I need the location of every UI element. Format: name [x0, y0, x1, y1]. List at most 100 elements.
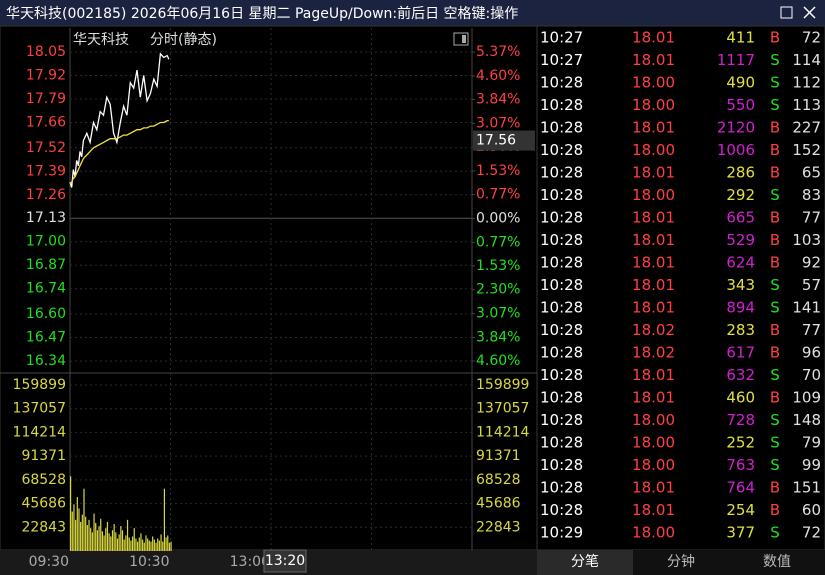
- volume-bar: [73, 504, 75, 551]
- volume-tick-label-right: 68528: [476, 472, 521, 488]
- trade-volume: 377: [726, 524, 755, 542]
- volume-bar: [105, 528, 107, 551]
- volume-bar: [75, 519, 77, 551]
- volume-bar: [140, 533, 142, 551]
- y-tick-label: 16.34: [26, 353, 66, 369]
- trade-count: 72: [802, 29, 821, 47]
- close-button[interactable]: [803, 6, 816, 19]
- volume-bar: [113, 524, 115, 551]
- trade-count: 72: [802, 524, 821, 542]
- trade-time: 10:28: [540, 434, 583, 452]
- trade-price: 18.02: [632, 321, 675, 339]
- volume-bar: [118, 534, 120, 551]
- volume-bar: [120, 526, 122, 551]
- trade-side: S: [770, 299, 780, 317]
- trade-side: S: [770, 276, 780, 294]
- tab-label[interactable]: 分钟: [667, 553, 695, 570]
- y2-tick-label: 1.53%: [476, 163, 520, 179]
- trade-volume: 286: [726, 164, 755, 182]
- trade-row: 10:28 18.01 894 S 141: [540, 299, 821, 317]
- volume-bar: [95, 522, 97, 551]
- trade-row: 10:28 18.01 529 B 103: [540, 231, 821, 249]
- trade-time: 10:28: [540, 299, 583, 317]
- x-tick-label: 09:30: [29, 554, 69, 570]
- title-bar: [0, 0, 825, 26]
- trade-count: 151: [792, 479, 821, 497]
- trade-volume: 460: [726, 389, 755, 407]
- trade-time: 10:28: [540, 209, 583, 227]
- y2-tick-label: 1.53%: [476, 258, 520, 274]
- cursor-label: 13:20: [265, 553, 305, 569]
- volume-bar: [133, 528, 135, 551]
- trade-row: 10:28 18.00 550 S 113: [540, 96, 821, 114]
- trade-row: 10:28 18.01 624 B 92: [540, 254, 821, 272]
- trade-price: 18.01: [632, 209, 675, 227]
- current-price: 17.56: [476, 133, 516, 149]
- volume-tick-label: 45686: [21, 496, 66, 512]
- trade-count: 70: [802, 366, 821, 384]
- volume-tick-label-right: 159899: [476, 377, 529, 393]
- trade-row: 10:28 18.01 286 B 65: [540, 164, 821, 182]
- y-tick-label: 16.74: [26, 281, 66, 297]
- volume-bar: [145, 535, 147, 551]
- trade-price: 18.00: [632, 411, 675, 429]
- volume-bar: [160, 534, 162, 551]
- y2-tick-label: 3.07%: [476, 115, 520, 131]
- volume-bar: [147, 538, 149, 551]
- y-tick-label: 17.52: [26, 140, 66, 156]
- y2-tick-label: 3.84%: [476, 91, 520, 107]
- trade-row: 10:28 18.01 632 S 70: [540, 366, 821, 384]
- trade-count: 141: [792, 299, 821, 317]
- trade-time: 10:27: [540, 29, 583, 47]
- trade-volume: 1006: [717, 141, 755, 159]
- volume-bar: [88, 519, 90, 551]
- volume-bar: [93, 513, 95, 551]
- volume-bar: [116, 538, 119, 551]
- trade-count: 109: [792, 389, 821, 407]
- trade-count: 227: [792, 119, 821, 137]
- trade-volume: 728: [726, 411, 755, 429]
- volume-bar: [137, 541, 139, 551]
- active-tab[interactable]: [537, 550, 633, 575]
- trade-volume: 411: [726, 29, 755, 47]
- trade-count: 83: [802, 186, 821, 204]
- volume-bar: [138, 537, 140, 551]
- volume-bar: [155, 542, 157, 551]
- trade-side: B: [770, 344, 780, 362]
- maximize-button[interactable]: [780, 6, 793, 19]
- volume-bar: [142, 539, 144, 551]
- volume-tick-label: 114214: [13, 424, 67, 440]
- trade-count: 103: [792, 231, 821, 249]
- trade-time: 10:27: [540, 51, 583, 69]
- trade-price: 18.00: [632, 141, 675, 159]
- y-tick-label: 17.26: [26, 187, 66, 203]
- trade-price: 18.01: [632, 231, 675, 249]
- volume-bar: [157, 538, 159, 551]
- y2-tick-label: 4.60%: [476, 68, 520, 84]
- volume-bar: [152, 536, 154, 551]
- trade-panel: [536, 25, 825, 551]
- trade-count: 114: [792, 51, 821, 69]
- trade-price: 18.00: [632, 186, 675, 204]
- trade-row: 10:29 18.00 377 S 72: [540, 524, 821, 542]
- trade-time: 10:28: [540, 141, 583, 159]
- trade-side: S: [770, 411, 780, 429]
- trade-count: 77: [802, 209, 821, 227]
- volume-bar: [78, 508, 80, 551]
- trade-side: S: [770, 456, 780, 474]
- tab-label[interactable]: 数值: [763, 554, 791, 570]
- volume-bar: [81, 514, 83, 551]
- volume-bar: [76, 497, 78, 551]
- trade-row: 10:28 18.00 252 S 79: [540, 434, 821, 452]
- trade-side: B: [770, 254, 780, 272]
- trade-volume: 665: [726, 209, 755, 227]
- trade-side: S: [770, 51, 780, 69]
- trade-count: 96: [802, 344, 821, 362]
- panel-icon[interactable]: [453, 32, 469, 46]
- y-tick-label: 17.13: [26, 210, 66, 226]
- volume-tick-label-right: 45686: [476, 496, 521, 512]
- tab-label[interactable]: 分笔: [571, 554, 599, 570]
- volume-bar: [167, 535, 169, 551]
- y2-tick-label: 5.37%: [476, 44, 520, 60]
